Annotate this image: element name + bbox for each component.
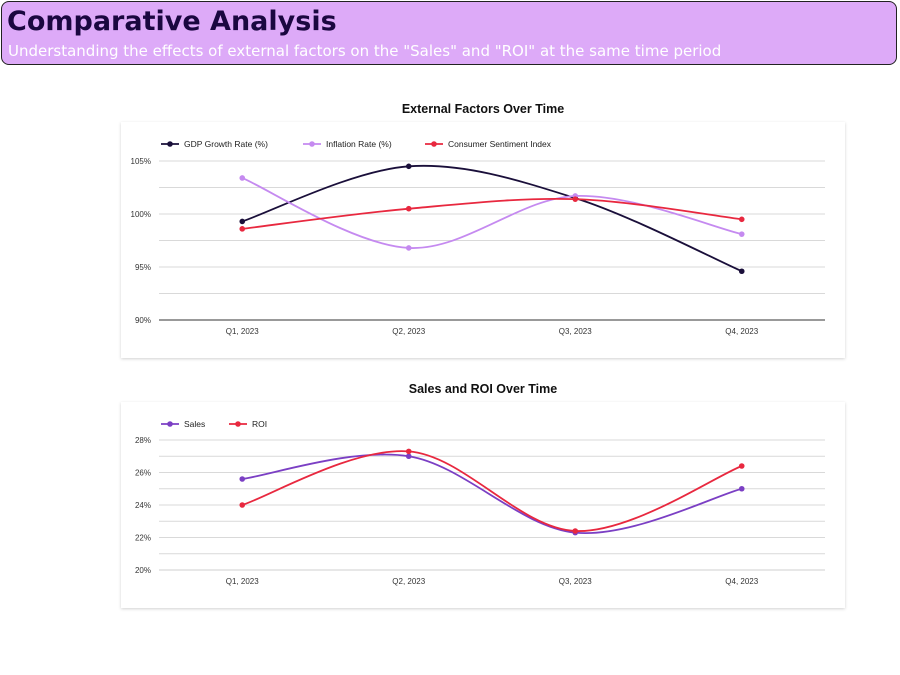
- legend-label: GDP Growth Rate (%): [184, 139, 268, 149]
- series-line: [241, 164, 743, 273]
- y-tick-label: 24%: [135, 501, 151, 510]
- data-point: [405, 245, 412, 251]
- series-line: [241, 177, 742, 249]
- data-point: [239, 175, 246, 181]
- legend-label: Sales: [184, 419, 205, 429]
- x-tick-label: Q1, 2023: [226, 577, 259, 586]
- data-point: [405, 453, 412, 460]
- x-tick-label: Q2, 2023: [392, 577, 425, 586]
- data-point: [405, 448, 412, 455]
- chart-card-sales-roi: 20% 22% 24% 26% 28% Q1, 2023 Q2, 2023 Q3, 2023 Q…: [121, 402, 845, 608]
- chart-title-sales-roi: Sales and ROI Over Time: [408, 382, 558, 396]
- header-banner: Comparative Analysis Understanding the e…: [1, 1, 897, 65]
- x-tick-label: Q3, 2023: [559, 577, 592, 586]
- data-point: [738, 216, 745, 223]
- page-title: Comparative Analysis: [7, 6, 337, 37]
- y-tick-label: 95%: [135, 263, 151, 272]
- data-point: [738, 231, 745, 237]
- legend-marker: [167, 141, 173, 147]
- x-tick-label: Q1, 2023: [226, 327, 259, 336]
- x-tick-label: Q2, 2023: [392, 327, 425, 336]
- page-subtitle: Understanding the effects of external fa…: [8, 42, 722, 60]
- y-tick-label: 105%: [131, 157, 151, 166]
- data-point: [405, 163, 412, 170]
- chart-title-external: External Factors Over Time: [401, 102, 565, 116]
- legend-marker: [431, 141, 437, 147]
- data-point: [738, 463, 745, 469]
- x-tick-label: Q4, 2023: [725, 577, 758, 586]
- sales-roi-chart: 20% 22% 24% 26% 28% Q1, 2023 Q2, 2023 Q3, 2023 Q…: [135, 419, 825, 586]
- data-point: [239, 218, 246, 225]
- x-tick-label: Q4, 2023: [725, 327, 758, 336]
- legend-label: Inflation Rate (%): [326, 139, 392, 149]
- legend-marker: [309, 141, 315, 147]
- series-line: [242, 197, 742, 230]
- series-line: [242, 453, 742, 534]
- external-factors-chart: 90% 95% 100% 105% Q1, 2023 Q2, 2023 Q3, 2023 Q4…: [131, 139, 825, 336]
- data-point: [239, 476, 246, 482]
- legend-marker: [235, 421, 241, 427]
- legend-marker: [167, 421, 173, 427]
- chart-card-external: 90% 95% 100% 105% Q1, 2023 Q2, 2023 Q3, 2023 Q4…: [121, 122, 845, 358]
- x-tick-label: Q3, 2023: [559, 327, 592, 336]
- data-point: [405, 205, 412, 212]
- data-point: [572, 196, 579, 202]
- data-point: [738, 268, 745, 275]
- y-tick-label: 100%: [131, 210, 151, 219]
- legend-label: Consumer Sentiment Index: [448, 139, 552, 149]
- legend-label: ROI: [252, 419, 267, 429]
- series-line: [241, 450, 743, 532]
- data-point: [738, 485, 745, 492]
- data-point: [572, 528, 579, 534]
- y-tick-label: 90%: [135, 316, 151, 325]
- data-point: [239, 226, 246, 232]
- y-tick-label: 22%: [135, 534, 151, 543]
- y-tick-label: 28%: [135, 436, 151, 445]
- y-tick-label: 20%: [135, 566, 151, 575]
- y-tick-label: 26%: [135, 469, 151, 478]
- data-point: [239, 502, 246, 508]
